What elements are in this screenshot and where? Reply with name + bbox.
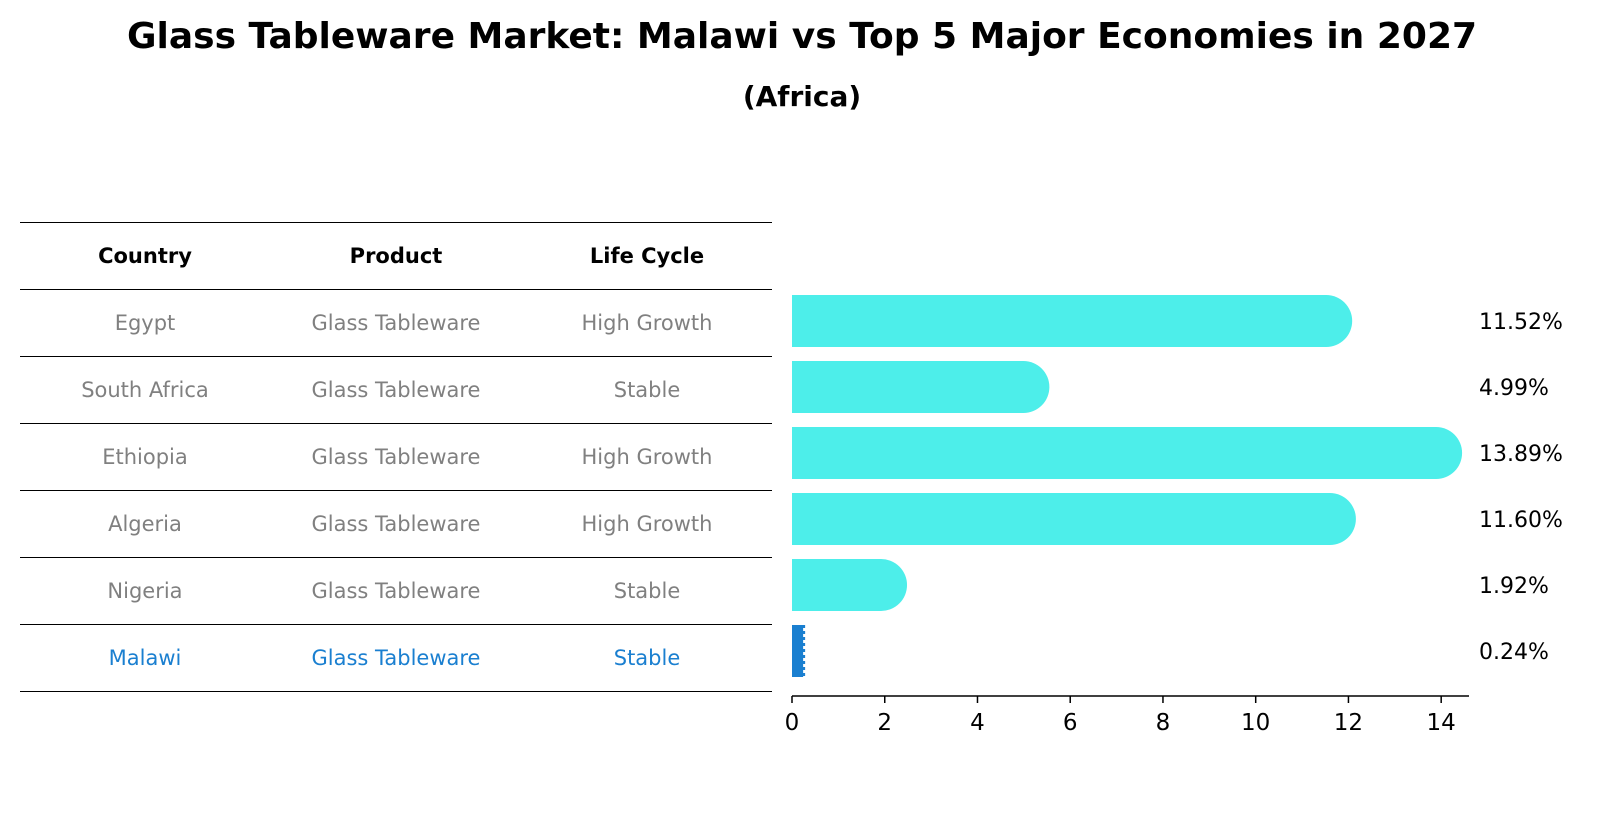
data-label: 11.60% <box>1479 508 1563 533</box>
table-row: Ethiopia Glass Tableware High Growth <box>20 423 772 491</box>
table-header-row: Country Product Life Cycle <box>20 222 772 290</box>
cell-product: Glass Tableware <box>270 423 522 491</box>
bar <box>792 559 908 611</box>
data-table: Country Product Life Cycle Egypt Glass T… <box>20 222 772 692</box>
cell-life-cycle: High Growth <box>522 289 772 357</box>
bar <box>792 427 1463 479</box>
cell-country: Malawi <box>20 624 270 692</box>
data-label: 4.99% <box>1479 376 1549 401</box>
cell-country: South Africa <box>20 356 270 424</box>
cell-country: Nigeria <box>20 557 270 625</box>
cell-country: Egypt <box>20 289 270 357</box>
cell-country: Algeria <box>20 490 270 558</box>
table-row: Egypt Glass Tableware High Growth <box>20 289 772 357</box>
x-tick-label: 14 <box>1427 710 1456 736</box>
bar <box>792 295 1353 347</box>
cell-country: Ethiopia <box>20 423 270 491</box>
x-tick-label: 0 <box>785 710 800 736</box>
x-tick-label: 10 <box>1241 710 1270 736</box>
x-tick-label: 12 <box>1334 710 1363 736</box>
x-tick-label: 8 <box>1156 710 1171 736</box>
x-tick-label: 4 <box>970 710 985 736</box>
data-label: 0.24% <box>1479 640 1549 665</box>
data-label: 13.89% <box>1479 442 1563 467</box>
bar <box>792 493 1356 545</box>
cell-product: Glass Tableware <box>270 490 522 558</box>
table-row: Algeria Glass Tableware High Growth <box>20 490 772 558</box>
x-tick-label: 2 <box>877 710 892 736</box>
cell-product: Glass Tableware <box>270 624 522 692</box>
header-life-cycle: Life Cycle <box>522 222 772 290</box>
header-country: Country <box>20 222 270 290</box>
cell-life-cycle: High Growth <box>522 490 772 558</box>
x-tick-label: 6 <box>1063 710 1078 736</box>
cell-life-cycle: High Growth <box>522 423 772 491</box>
header-product: Product <box>270 222 522 290</box>
data-label: 1.92% <box>1479 574 1549 599</box>
table-row: Nigeria Glass Tableware Stable <box>20 557 772 625</box>
cell-life-cycle: Stable <box>522 624 772 692</box>
cell-product: Glass Tableware <box>270 356 522 424</box>
cell-life-cycle: Stable <box>522 356 772 424</box>
table-row-highlighted: Malawi Glass Tableware Stable <box>20 624 772 692</box>
bar <box>792 361 1050 413</box>
data-label: 11.52% <box>1479 310 1563 335</box>
table-row: South Africa Glass Tableware Stable <box>20 356 772 424</box>
chart-title: Glass Tableware Market: Malawi vs Top 5 … <box>126 16 1478 57</box>
bar-highlight <box>792 625 804 677</box>
cell-product: Glass Tableware <box>270 289 522 357</box>
cell-product: Glass Tableware <box>270 557 522 625</box>
chart-subtitle: (Africa) <box>742 80 862 113</box>
cell-life-cycle: Stable <box>522 557 772 625</box>
